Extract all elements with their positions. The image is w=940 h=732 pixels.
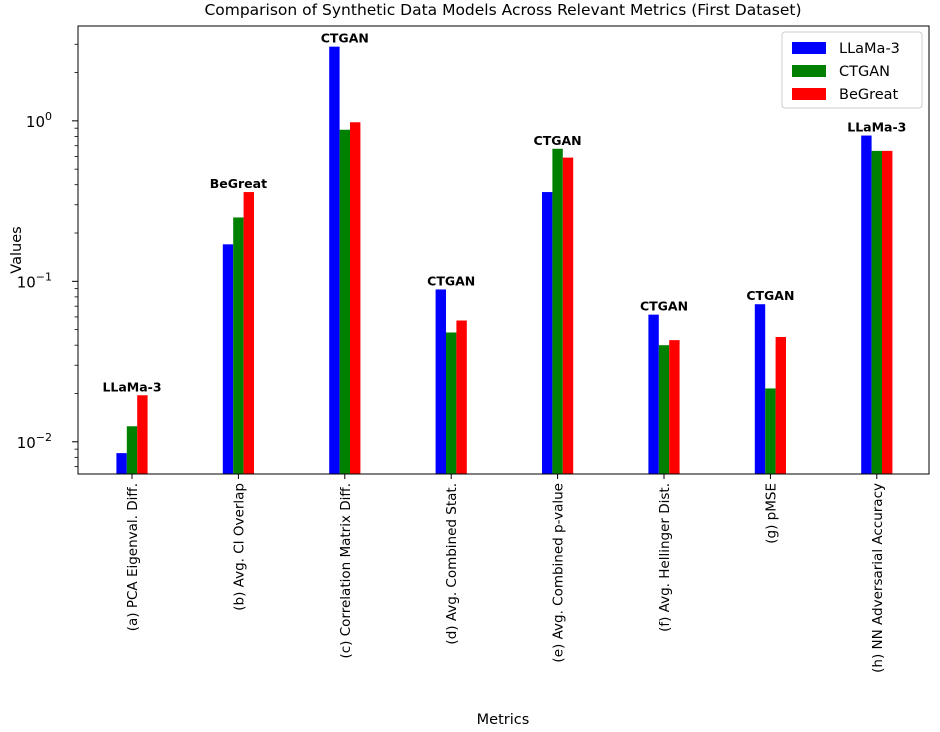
bar-begreat-7 [775,336,786,474]
bar-llama-3-2 [222,244,234,474]
annotation-label: CTGAN [321,31,369,46]
y-tick-label: 100 [26,110,52,131]
legend-label-begreat: BeGreat [839,87,899,103]
annotation-label: CTGAN [746,288,794,303]
bar-ctgan-8 [871,150,882,474]
y-tick-label: 10−2 [17,431,52,452]
annotation-label: LLaMa-3 [102,379,161,394]
bar-begreat-6 [669,340,680,474]
bar-llama-3-5 [542,192,553,475]
annotation-label: CTGAN [640,299,688,314]
bars-layer [116,46,893,475]
legend-label-ctgan: CTGAN [839,64,890,80]
bar-llama-3-7 [754,304,766,474]
legend-swatch-begreat [792,88,826,100]
bar-begreat-8 [882,150,893,474]
chart-title: Comparison of Synthetic Data Models Acro… [204,1,801,19]
bar-llama-3-6 [648,314,659,474]
annotations-layer: LLaMa-3 BeGreat CTGAN CTGAN CTGAN CTGAN CTGAN L… [102,31,906,395]
x-tick-label: (b) Avg. CI Overlap [231,483,247,611]
bar-llama-3-4 [435,289,446,474]
x-tick-label: (c) Correlation Matrix Diff. [338,483,354,659]
x-tick-label: (e) Avg. Combined p-value [551,483,567,663]
y-tick-label: 10−1 [17,270,52,291]
bar-begreat-5 [562,157,574,474]
bar-ctgan-2 [233,217,244,474]
legend-label-llama-3: LLaMa-3 [839,41,900,57]
bar-begreat-2 [243,192,254,475]
bar-llama-3-8 [861,135,872,475]
y-axis: 10−2 10−1 100 [17,43,78,468]
x-tick-label: (a) PCA Eigenval. Diff. [125,483,141,631]
bar-begreat-1 [137,395,148,474]
annotation-label: CTGAN [427,273,475,288]
bar-ctgan-4 [446,332,457,474]
x-tick-label: (h) NN Adversarial Accuracy [870,483,886,673]
bar-ctgan-6 [658,345,670,474]
bar-ctgan-7 [765,388,776,474]
bar-llama-3-3 [329,46,340,475]
x-axis-label: Metrics [477,712,530,728]
bar-ctgan-3 [339,129,350,474]
bar-ctgan-1 [126,426,138,474]
annotation-label: BeGreat [210,176,267,191]
annotation-label: CTGAN [534,133,582,148]
y-axis-label: Values [9,226,25,273]
x-axis: (a) PCA Eigenval. Diff. (b) Avg. CI Overl… [125,474,886,673]
bar-ctgan-5 [552,148,563,474]
plot-area-frame [77,25,930,475]
bar-begreat-4 [456,320,467,474]
legend: LLaMa-3 CTGAN BeGreat [781,31,923,109]
legend-swatch-ctgan [792,65,826,77]
x-tick-label: (d) Avg. Combined Stat. [444,483,460,645]
x-tick-label: (f) Avg. Hellinger Dist. [657,483,673,632]
bar-begreat-3 [350,122,361,474]
annotation-label: LLaMa-3 [847,120,906,135]
legend-swatch-llama-3 [792,42,826,54]
x-tick-label: (g) pMSE [763,483,779,544]
bar-llama-3-1 [116,453,127,474]
